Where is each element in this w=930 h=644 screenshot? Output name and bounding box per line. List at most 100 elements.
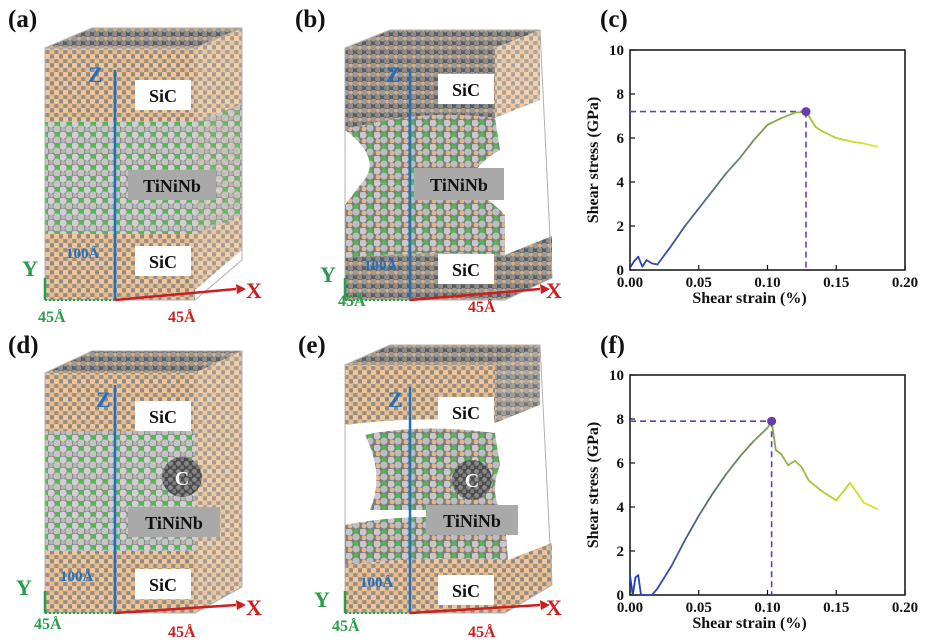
x-tick-label: 0.00 — [617, 600, 643, 616]
z-axis-label: Z — [388, 387, 403, 412]
y-tick-label: 8 — [617, 87, 625, 103]
y-tick-label: 6 — [617, 456, 625, 472]
y-axis-label: Y — [16, 575, 32, 600]
curve-segment — [770, 420, 777, 451]
curve-segment — [641, 259, 648, 268]
curve-segment — [849, 140, 865, 145]
curve-segment — [835, 481, 851, 502]
curve-segment — [651, 262, 659, 266]
curve-segment — [800, 466, 810, 482]
panel-label-c: (c) — [600, 6, 628, 33]
carbon-inclusion — [162, 457, 202, 497]
plot-frame — [629, 374, 906, 596]
x-tick-label: 0.05 — [686, 600, 712, 616]
y-tick-label: 4 — [617, 500, 625, 516]
y-tick-label: 2 — [617, 544, 625, 560]
sic-bottom-label: SiC — [452, 581, 480, 601]
y-tick-label: 2 — [617, 219, 625, 235]
sic-top-label: SiC — [149, 407, 177, 427]
width-dimension: 45Å — [168, 623, 196, 641]
sic-top-label: SiC — [452, 80, 480, 100]
curve-segment — [637, 255, 644, 268]
curve-segment — [835, 137, 851, 143]
model-a: Z X Y 100Å 45Å 45Å SiC TiNiNb SiC — [22, 27, 262, 325]
y-axis-title: Shear stress (GPa) — [585, 422, 602, 549]
alloy-label: TiNiNb — [143, 176, 201, 196]
curve-segment — [656, 244, 673, 266]
model-e: Z X Y 100Å 45Å 45Å SiC C TiNiNb SiC — [314, 344, 562, 641]
y-tick-label: 0 — [617, 263, 625, 279]
curve-segment — [774, 448, 783, 456]
plot-frame — [629, 49, 906, 271]
curve-segment — [711, 473, 728, 495]
sic-bottom-label: SiC — [149, 575, 177, 595]
y-tick-label: 10 — [609, 368, 624, 384]
sic-top-block — [345, 48, 495, 130]
curve-segment — [725, 455, 741, 475]
alloy-label: TiNiNb — [145, 513, 203, 533]
curve-segment — [684, 514, 700, 541]
x-tick-label: 0.20 — [892, 275, 918, 291]
curve-segment — [794, 459, 803, 469]
y-axis-label: Y — [314, 587, 330, 612]
model-d: Z X Y 100Å 45Å 45Å SiC C TiNiNb SiC — [16, 350, 262, 641]
peak-marker — [767, 416, 777, 426]
curve-segment — [651, 587, 659, 596]
z-axis-label: Z — [96, 387, 111, 412]
height-dimension: 100Å — [66, 246, 100, 262]
chart-f: 0 2 4 6 8 10 0.00 0.05 0.10 0.15 0.20 Shear strain … — [585, 368, 918, 632]
x-tick-label: 0.20 — [892, 600, 918, 616]
curve-segment — [787, 459, 796, 467]
panel-label-e: (e) — [298, 332, 326, 359]
height-dimension: 100Å — [360, 575, 394, 591]
curve-segment — [697, 189, 714, 210]
y-axis-label: Y — [320, 262, 336, 287]
height-dimension: 100Å — [60, 569, 94, 585]
curve-segment — [725, 156, 741, 175]
curve-segment — [656, 565, 673, 590]
curve-segment — [752, 123, 769, 142]
carbon-label: C — [175, 468, 189, 490]
curve-segment — [670, 539, 686, 568]
y-axis-label: Y — [22, 256, 38, 281]
curve-segment — [645, 259, 653, 265]
z-axis-label: Z — [88, 62, 103, 87]
curve-segment — [684, 207, 700, 227]
curve-segment — [849, 481, 865, 504]
alloy-right — [195, 104, 242, 234]
x-axis-label: X — [246, 595, 262, 620]
sic-top-label: SiC — [149, 86, 177, 106]
alloy-label: TiNiNb — [443, 511, 501, 531]
sic-top-face — [45, 28, 242, 48]
curve-segment — [629, 260, 636, 269]
curve-segment — [697, 492, 714, 517]
width-dimension: 45Å — [468, 623, 496, 641]
depth-dimension: 45Å — [34, 615, 62, 633]
curve-segment — [631, 576, 637, 596]
sic-bottom-label: SiC — [452, 260, 480, 280]
peak-marker — [801, 107, 811, 117]
x-tick-label: 0.05 — [686, 275, 712, 291]
y-tick-label: 0 — [617, 588, 625, 604]
panel-label-a: (a) — [8, 6, 38, 33]
panel-label-b: (b) — [295, 6, 326, 33]
curve-segment — [862, 501, 879, 511]
x-axis-label: X — [546, 278, 562, 303]
y-tick-label: 4 — [617, 175, 625, 191]
curve-segment — [670, 225, 686, 247]
curve-segment — [752, 426, 769, 442]
panel-label-f: (f) — [600, 332, 625, 359]
x-axis-title: Shear strain (%) — [692, 615, 806, 632]
x-tick-label: 0.10 — [754, 600, 780, 616]
y-axis-title: Shear stress (GPa) — [585, 97, 602, 224]
z-axis-label: Z — [386, 62, 401, 87]
alloy-label: TiNiNb — [430, 175, 488, 195]
x-tick-label: 0.15 — [823, 600, 849, 616]
curve-segment — [814, 126, 824, 133]
curve-segment — [637, 574, 642, 596]
curve-segment — [780, 453, 790, 467]
panel-label-d: (d) — [8, 332, 39, 359]
depth-dimension: 45Å — [332, 617, 360, 635]
x-axis-label: X — [246, 278, 262, 303]
x-axis-label: X — [546, 595, 562, 620]
